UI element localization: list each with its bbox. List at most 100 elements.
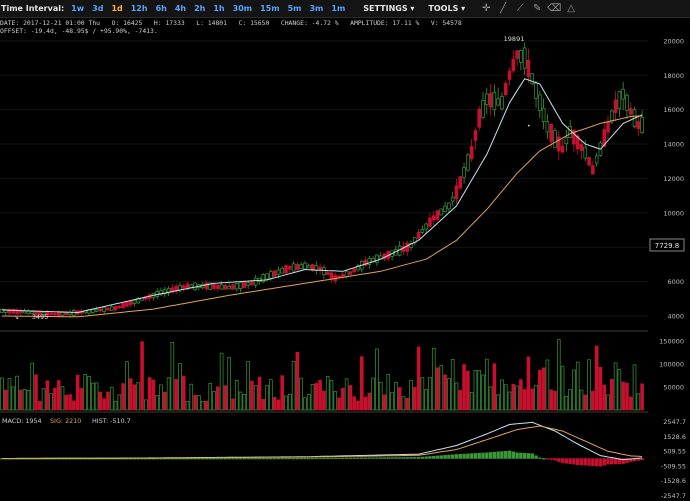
candle-body[interactable] <box>253 277 258 286</box>
candle-body[interactable] <box>500 96 504 110</box>
candle-body[interactable] <box>625 94 629 111</box>
interval-4h[interactable]: 4h <box>174 4 187 13</box>
candle-body[interactable] <box>7 309 12 314</box>
candle-body[interactable] <box>530 73 535 85</box>
candle-body[interactable] <box>41 311 46 315</box>
interval-5m[interactable]: 5m <box>287 4 302 13</box>
candle-body[interactable] <box>356 265 360 271</box>
candle-body[interactable] <box>621 88 625 100</box>
candle-body[interactable] <box>348 271 353 275</box>
candle-body[interactable] <box>526 59 531 77</box>
candle-body[interactable] <box>594 155 599 164</box>
candle-body[interactable] <box>72 310 76 316</box>
candle-body[interactable] <box>416 231 421 239</box>
candle-body[interactable] <box>60 311 65 316</box>
interval-1m[interactable]: 1m <box>331 4 346 13</box>
candle-body[interactable] <box>306 265 311 269</box>
eraser-icon[interactable]: ⌫ <box>547 2 562 14</box>
candle-body[interactable] <box>420 228 425 233</box>
candle-body[interactable] <box>272 270 277 277</box>
candle-body[interactable] <box>511 58 516 72</box>
candle-body[interactable] <box>424 223 428 230</box>
candle-body[interactable] <box>94 309 99 312</box>
candle-body[interactable] <box>193 282 197 291</box>
interval-12h[interactable]: 12h <box>130 4 148 13</box>
candle-body[interactable] <box>572 129 576 145</box>
candle-body[interactable] <box>159 290 163 296</box>
candle-body[interactable] <box>560 145 565 153</box>
candle-body[interactable] <box>204 282 209 290</box>
candle-body[interactable] <box>522 47 527 69</box>
candle-body[interactable] <box>613 99 618 113</box>
candle-body[interactable] <box>322 267 326 275</box>
candle-body[interactable] <box>250 281 254 286</box>
candle-body[interactable] <box>98 308 103 312</box>
candle-body[interactable] <box>503 83 508 95</box>
candle-body[interactable] <box>405 242 410 252</box>
settings-menu[interactable]: SETTINGS ▾ <box>363 4 415 13</box>
candle-body[interactable] <box>234 283 239 290</box>
candle-body[interactable] <box>606 121 610 133</box>
candle-body[interactable] <box>367 257 372 265</box>
interval-3d[interactable]: 3d <box>92 4 104 13</box>
candle-body[interactable] <box>242 281 247 289</box>
candle-body[interactable] <box>269 271 273 279</box>
candle-body[interactable] <box>329 272 334 279</box>
candle-body[interactable] <box>132 299 137 304</box>
interval-1d[interactable]: 1d <box>111 4 123 13</box>
candle-body[interactable] <box>519 50 523 63</box>
candle-body[interactable] <box>466 154 470 171</box>
candle-body[interactable] <box>11 309 16 314</box>
candle-body[interactable] <box>261 274 266 283</box>
candle-body[interactable] <box>545 121 550 133</box>
candle-body[interactable] <box>538 94 542 111</box>
interval-15m[interactable]: 15m <box>260 4 280 13</box>
candle-body[interactable] <box>325 271 330 275</box>
candle-body[interactable] <box>534 82 538 99</box>
candle-body[interactable] <box>181 285 186 289</box>
candle-body[interactable] <box>541 107 546 122</box>
trendline-icon[interactable]: ╱ <box>500 2 507 14</box>
candle-body[interactable] <box>413 237 417 244</box>
candle-body[interactable] <box>492 91 497 111</box>
candle-body[interactable] <box>610 110 614 123</box>
candle-body[interactable] <box>602 129 607 147</box>
candle-body[interactable] <box>265 273 269 280</box>
candle-body[interactable] <box>469 146 474 160</box>
candle-body[interactable] <box>549 123 553 142</box>
candle-body[interactable] <box>102 307 106 312</box>
pencil-icon[interactable]: ✎ <box>532 2 542 14</box>
interval-3m[interactable]: 3m <box>309 4 324 13</box>
candle-body[interactable] <box>587 157 591 166</box>
candle-body[interactable] <box>454 185 459 200</box>
candle-body[interactable] <box>223 284 228 290</box>
candle-body[interactable] <box>113 306 118 311</box>
candle-body[interactable] <box>462 167 466 178</box>
candle-body[interactable] <box>458 176 463 189</box>
candle-body[interactable] <box>591 165 595 175</box>
candle-body[interactable] <box>246 282 250 286</box>
candle-body[interactable] <box>303 262 307 270</box>
candle-body[interactable] <box>106 307 110 311</box>
candle-body[interactable] <box>431 215 436 221</box>
candle-body[interactable] <box>185 283 190 290</box>
candle-body[interactable] <box>473 130 478 141</box>
candle-body[interactable] <box>128 300 133 306</box>
candle-body[interactable] <box>628 108 633 115</box>
candle-body[interactable] <box>280 267 285 274</box>
candle-body[interactable] <box>178 285 182 291</box>
candle-body[interactable] <box>439 208 444 216</box>
candle-body[interactable] <box>375 254 379 263</box>
interval-2h[interactable]: 2h <box>194 4 206 13</box>
candle-body[interactable] <box>341 273 345 278</box>
candle-body[interactable] <box>507 70 512 80</box>
candle-body[interactable] <box>15 309 19 314</box>
candle-body[interactable] <box>352 268 356 273</box>
candle-body[interactable] <box>238 281 243 289</box>
candle-body[interactable] <box>49 312 53 316</box>
candle-body[interactable] <box>299 264 303 269</box>
candle-body[interactable] <box>121 302 125 309</box>
candle-body[interactable] <box>553 130 557 148</box>
candle-body[interactable] <box>117 305 122 309</box>
